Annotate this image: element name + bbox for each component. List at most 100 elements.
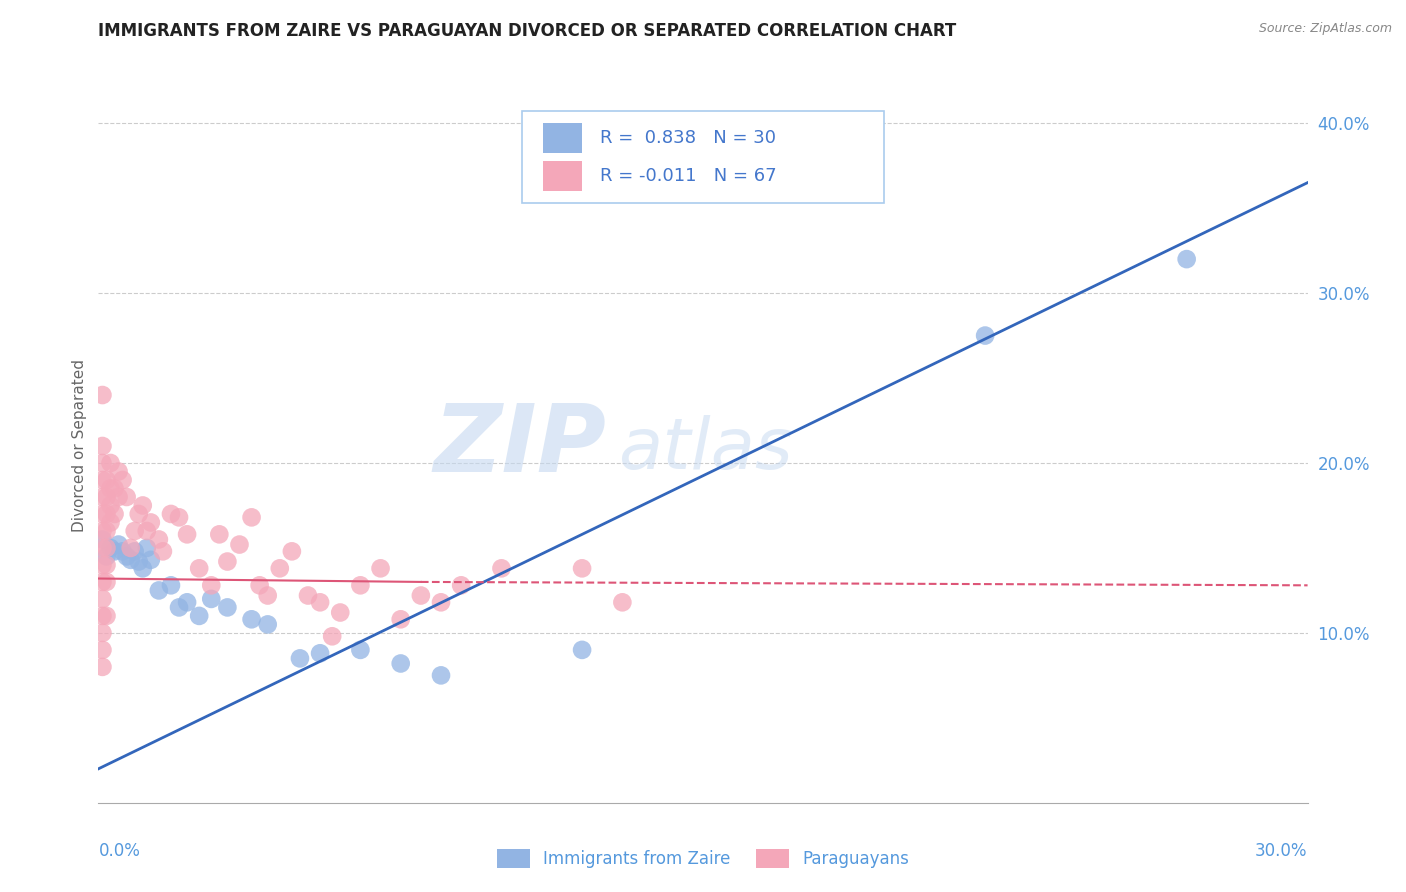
Point <box>96 608 118 623</box>
Point <box>349 578 371 592</box>
Point <box>430 668 453 682</box>
Point <box>91 591 114 606</box>
Text: IMMIGRANTS FROM ZAIRE VS PARAGUAYAN DIVORCED OR SEPARATED CORRELATION CHART: IMMIGRANTS FROM ZAIRE VS PARAGUAYAN DIVO… <box>98 22 956 40</box>
Point <box>256 589 278 603</box>
Point <box>96 490 118 504</box>
Point <box>430 595 453 609</box>
Point <box>115 490 138 504</box>
Point <box>281 544 304 558</box>
Point <box>91 524 114 538</box>
Point <box>167 600 190 615</box>
Point <box>176 527 198 541</box>
Point <box>309 595 332 609</box>
Point <box>288 651 311 665</box>
Point <box>389 612 412 626</box>
Point <box>91 507 114 521</box>
Point <box>96 549 118 564</box>
Legend: Immigrants from Zaire, Paraguayans: Immigrants from Zaire, Paraguayans <box>491 842 915 875</box>
Point <box>217 555 239 569</box>
Point <box>96 507 118 521</box>
Point <box>132 561 155 575</box>
Point <box>100 456 122 470</box>
Text: R =  0.838   N = 30: R = 0.838 N = 30 <box>600 129 776 147</box>
Point <box>135 541 157 555</box>
Point <box>100 541 122 555</box>
Point <box>974 328 997 343</box>
FancyBboxPatch shape <box>522 111 884 203</box>
Point <box>240 612 263 626</box>
Point <box>148 533 170 547</box>
Point <box>132 499 155 513</box>
Point <box>91 490 114 504</box>
Point <box>91 558 114 572</box>
Point <box>148 583 170 598</box>
Point <box>120 541 142 555</box>
Point <box>96 473 118 487</box>
Point <box>228 537 250 551</box>
Point <box>571 561 593 575</box>
Point <box>91 388 114 402</box>
Point <box>240 510 263 524</box>
Text: ZIP: ZIP <box>433 400 606 492</box>
Point <box>321 629 343 643</box>
Point <box>349 643 371 657</box>
Point <box>249 578 271 592</box>
Point <box>297 589 319 603</box>
Point <box>111 544 134 558</box>
Point <box>96 574 118 589</box>
Point <box>107 465 129 479</box>
Point <box>128 555 150 569</box>
Point <box>389 657 412 671</box>
Point <box>100 499 122 513</box>
Point <box>91 533 114 547</box>
Point <box>160 578 183 592</box>
Point <box>91 608 114 623</box>
Text: 30.0%: 30.0% <box>1256 842 1308 860</box>
Point <box>167 510 190 524</box>
Point <box>103 544 125 558</box>
Point <box>96 558 118 572</box>
Point <box>176 595 198 609</box>
Point <box>91 626 114 640</box>
Point <box>208 527 231 541</box>
Point <box>120 553 142 567</box>
Point <box>188 561 211 575</box>
Point <box>1175 252 1198 266</box>
Point <box>124 524 146 538</box>
Point <box>571 643 593 657</box>
Point <box>103 482 125 496</box>
Point <box>370 561 392 575</box>
Point <box>103 507 125 521</box>
Point <box>100 516 122 530</box>
Point <box>91 574 114 589</box>
Text: Source: ZipAtlas.com: Source: ZipAtlas.com <box>1258 22 1392 36</box>
Point <box>100 482 122 496</box>
Point <box>450 578 472 592</box>
Point <box>107 537 129 551</box>
Point <box>269 561 291 575</box>
Point <box>124 544 146 558</box>
Point <box>91 456 114 470</box>
Text: atlas: atlas <box>619 415 793 484</box>
Point <box>217 600 239 615</box>
Point <box>91 541 114 555</box>
Bar <box>543 123 582 153</box>
Point <box>200 591 222 606</box>
Point <box>612 595 634 609</box>
Point <box>256 617 278 632</box>
Point <box>139 516 162 530</box>
Point <box>135 524 157 538</box>
Point <box>91 660 114 674</box>
Text: 0.0%: 0.0% <box>98 842 141 860</box>
Point <box>309 646 332 660</box>
Point <box>491 561 513 575</box>
Point <box>139 553 162 567</box>
Point <box>152 544 174 558</box>
Point <box>329 606 352 620</box>
Point <box>200 578 222 592</box>
Point <box>107 490 129 504</box>
Y-axis label: Divorced or Separated: Divorced or Separated <box>72 359 87 533</box>
Point <box>188 608 211 623</box>
Point <box>91 439 114 453</box>
Point <box>111 473 134 487</box>
